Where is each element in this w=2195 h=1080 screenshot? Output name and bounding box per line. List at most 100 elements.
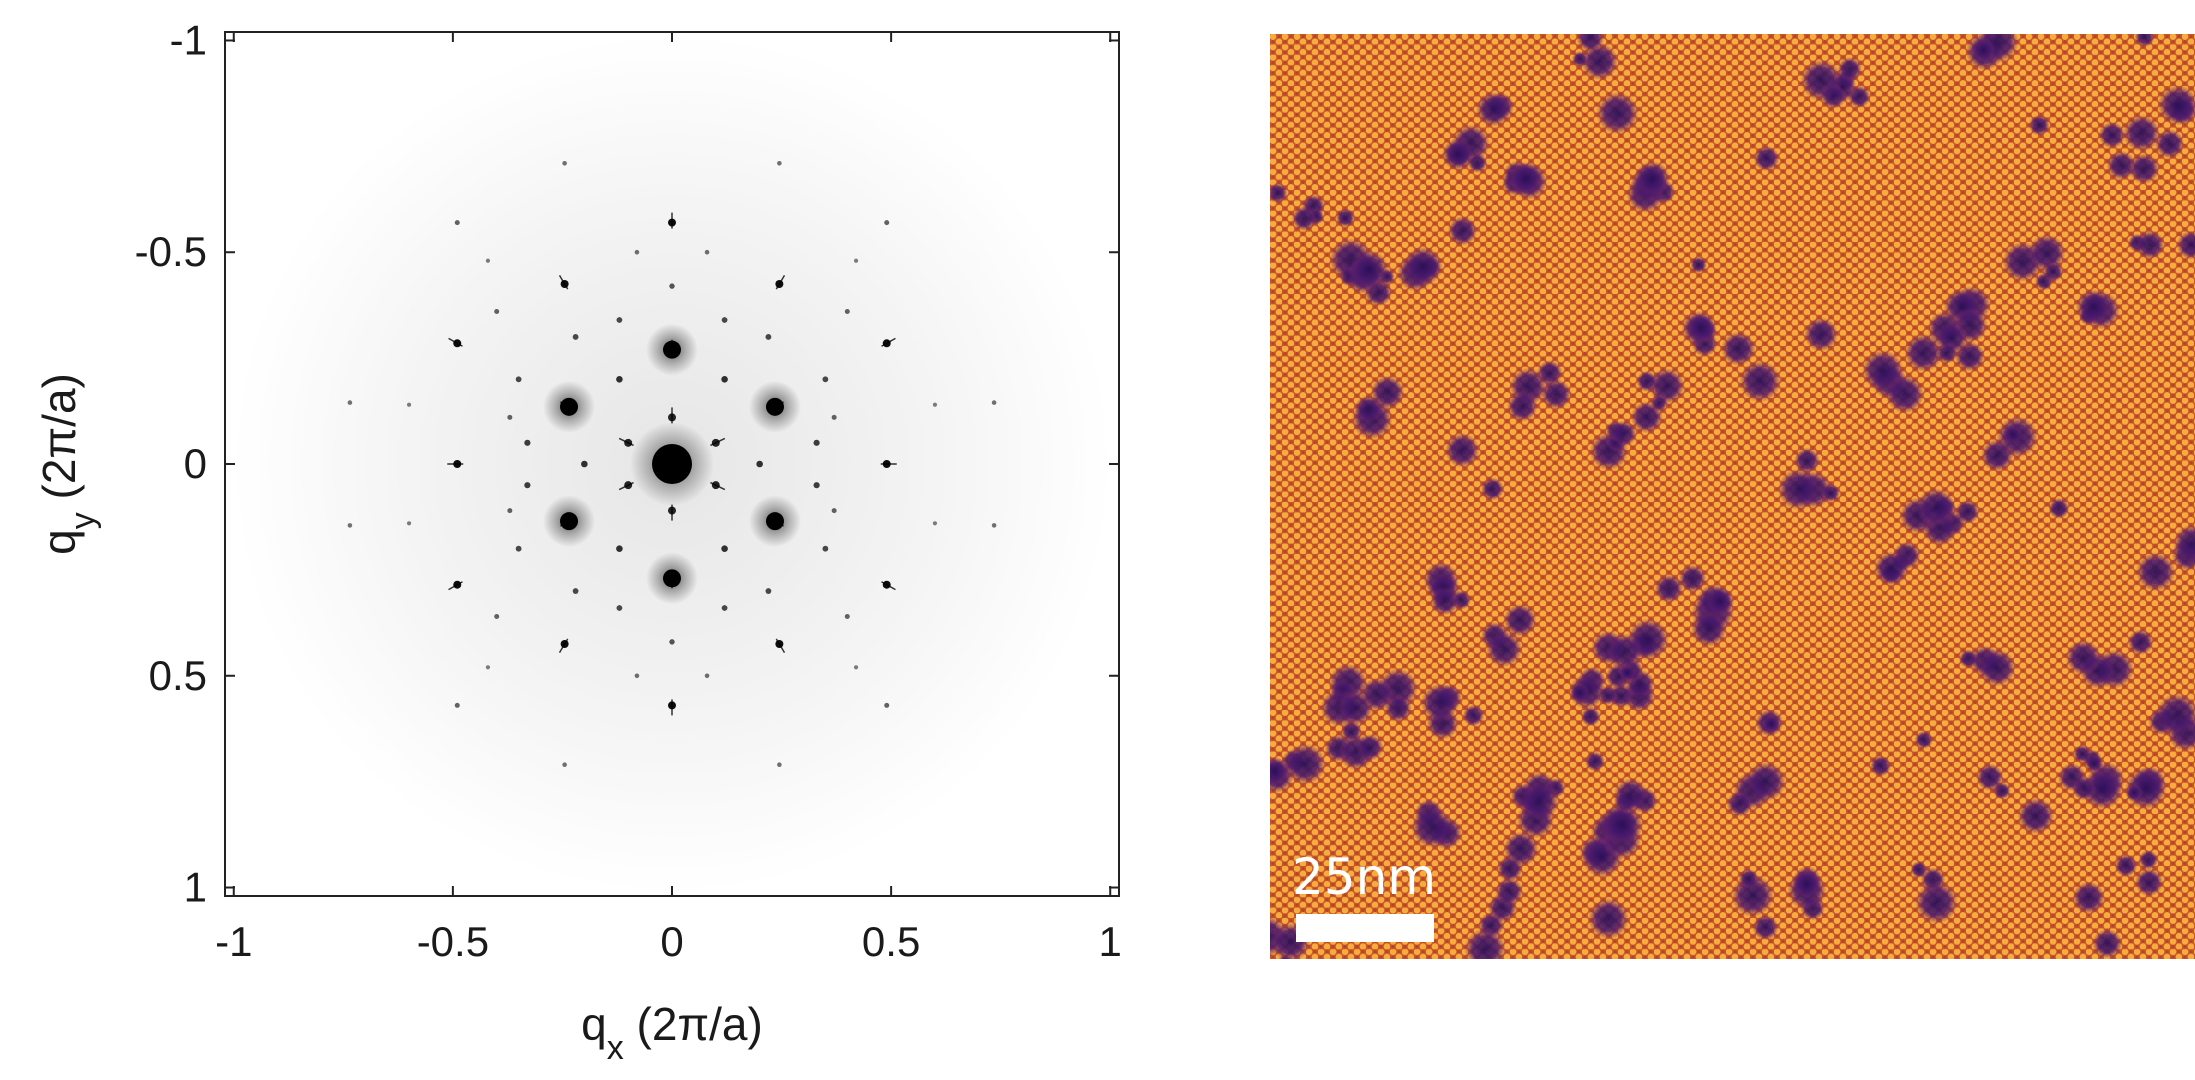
defect-spot bbox=[1955, 499, 1980, 525]
diffraction-spot bbox=[991, 400, 997, 405]
diffraction-spot bbox=[765, 512, 784, 531]
x-tick-label: 0 bbox=[660, 918, 683, 965]
defect-spot bbox=[1335, 208, 1356, 228]
defect-spot bbox=[2028, 114, 2050, 136]
diffraction-spot bbox=[562, 762, 567, 768]
diffraction-spot bbox=[453, 339, 462, 348]
defect-spot bbox=[1634, 160, 1671, 197]
diffraction-spot bbox=[882, 460, 891, 468]
diffraction-spot bbox=[663, 569, 681, 588]
defect-spot bbox=[1370, 375, 1405, 410]
defect-spot bbox=[1738, 868, 1759, 889]
diffraction-spot bbox=[668, 506, 676, 515]
defect-spot bbox=[1706, 586, 1735, 616]
defect-spot bbox=[1411, 806, 1453, 848]
defect-spot bbox=[1601, 803, 1644, 846]
diffraction-spot bbox=[813, 439, 820, 446]
defect-spot bbox=[1753, 145, 1780, 172]
x-tick-label: 0.5 bbox=[862, 918, 920, 965]
defect-spot bbox=[1654, 574, 1684, 603]
diffraction-spot bbox=[634, 673, 640, 679]
diffraction-spot bbox=[515, 545, 522, 552]
defect-spot bbox=[1978, 648, 2016, 687]
diffraction-spot bbox=[884, 702, 890, 708]
diffraction-spot bbox=[777, 762, 782, 768]
defect-spot bbox=[1636, 370, 1658, 392]
diffraction-spot bbox=[624, 438, 633, 447]
defect-spot bbox=[1447, 216, 1478, 246]
defect-spot bbox=[2048, 497, 2070, 519]
defect-spot bbox=[1485, 630, 1523, 668]
defect-spot bbox=[2017, 797, 2055, 835]
diffraction-spot bbox=[831, 508, 837, 514]
diffraction-spot bbox=[831, 414, 837, 420]
defect-spot bbox=[2085, 754, 2104, 773]
lattice-background bbox=[1270, 34, 2195, 959]
defect-spot bbox=[1284, 743, 1326, 785]
defect-spot bbox=[2154, 129, 2185, 159]
diffraction-spot bbox=[616, 545, 623, 553]
defect-spot bbox=[1820, 83, 1847, 109]
scale-bar bbox=[1296, 914, 1434, 942]
defect-spot bbox=[1587, 898, 1630, 940]
defect-spot bbox=[1506, 391, 1538, 422]
diffraction-spot bbox=[721, 375, 728, 383]
defect-spot bbox=[2122, 114, 2161, 152]
diffraction-spot bbox=[884, 220, 890, 226]
defect-spot bbox=[1349, 249, 1389, 289]
diffraction-spot bbox=[572, 334, 579, 340]
diffraction-spot bbox=[711, 481, 720, 490]
defect-spot bbox=[1914, 730, 1933, 749]
diffraction-spot bbox=[453, 580, 462, 589]
defect-spot bbox=[2134, 34, 2155, 48]
defect-spot bbox=[2003, 424, 2023, 445]
defect-spot bbox=[1821, 483, 1841, 503]
defect-spot bbox=[1993, 781, 2011, 800]
diffraction-spot bbox=[560, 280, 569, 288]
defect-spot bbox=[2081, 768, 2124, 810]
diffraction-spot bbox=[775, 640, 784, 648]
defect-spot bbox=[2042, 261, 2064, 282]
defect-spot bbox=[1910, 861, 1928, 879]
defect-spot bbox=[1467, 153, 1488, 173]
defect-spot bbox=[2138, 849, 2159, 870]
diffraction-spot bbox=[668, 218, 676, 227]
diffraction-spot bbox=[524, 482, 531, 489]
stm-image: 25nm bbox=[1270, 34, 2195, 959]
defect-spot bbox=[2173, 524, 2195, 562]
diffraction-spot bbox=[624, 481, 633, 490]
defect-spot bbox=[2127, 629, 2154, 656]
defect-spot bbox=[1596, 91, 1639, 135]
diffraction-spot bbox=[494, 613, 500, 619]
defect-spot bbox=[2155, 693, 2195, 737]
defect-spot bbox=[1270, 182, 1288, 204]
defect-clusters bbox=[1270, 34, 2195, 959]
defect-spot bbox=[1462, 704, 1485, 727]
diffraction-spot bbox=[562, 160, 567, 166]
y-tick-label: 0.5 bbox=[149, 652, 207, 699]
diffraction-spot bbox=[669, 283, 675, 289]
diffraction-spot bbox=[822, 376, 829, 383]
defect-spot bbox=[2176, 230, 2195, 260]
defect-spot bbox=[2135, 551, 2176, 592]
diffraction-spot bbox=[765, 588, 772, 594]
defect-spot bbox=[1441, 138, 1475, 171]
diffraction-spot bbox=[515, 376, 522, 383]
x-tick-label: -0.5 bbox=[417, 918, 489, 965]
defect-spot bbox=[2106, 150, 2136, 181]
diffraction-spot bbox=[616, 605, 623, 611]
diffraction-spot bbox=[721, 545, 728, 553]
diffraction-spot bbox=[668, 413, 676, 422]
defect-spot bbox=[2075, 289, 2112, 325]
defect-spot bbox=[1762, 715, 1780, 733]
diffraction-spot bbox=[844, 613, 850, 619]
defect-spot bbox=[1420, 683, 1460, 722]
diffraction-spot bbox=[765, 334, 772, 340]
diffraction-spot bbox=[932, 402, 938, 407]
diffraction-spot bbox=[813, 482, 820, 489]
defect-spot bbox=[1540, 378, 1572, 410]
diffraction-spot bbox=[652, 444, 692, 484]
diffraction-spot bbox=[711, 438, 720, 447]
defect-spot bbox=[1971, 38, 1996, 63]
defect-spot bbox=[1980, 438, 2014, 472]
